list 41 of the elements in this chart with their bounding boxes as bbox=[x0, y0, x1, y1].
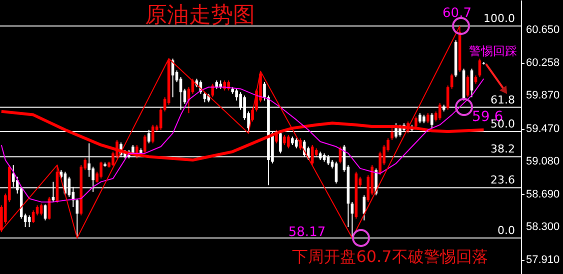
candlestick bbox=[418, 112, 422, 124]
candlestick bbox=[283, 134, 286, 146]
annotation: 0.0 bbox=[498, 224, 515, 237]
candlestick bbox=[144, 134, 146, 154]
candlestick bbox=[223, 80, 226, 91]
candlestick bbox=[279, 131, 282, 154]
y-tick-label: 58.300 bbox=[526, 221, 560, 234]
candlestick bbox=[100, 161, 102, 179]
candlestick bbox=[287, 134, 290, 149]
y-tick-label: 60.258 bbox=[526, 57, 560, 70]
annotation: 58.17 bbox=[288, 224, 326, 240]
candlestick bbox=[426, 112, 430, 124]
y-tick-label: 60.650 bbox=[526, 24, 560, 36]
annotation: 下周开盘60.7不破警惕回落 bbox=[292, 247, 488, 266]
annotation: 23.6 bbox=[490, 174, 515, 187]
candlestick bbox=[151, 124, 154, 144]
candlestick bbox=[430, 112, 434, 129]
y-tick-label: 59.870 bbox=[526, 90, 560, 102]
y-tick-label: 59.080 bbox=[526, 156, 560, 168]
annotation: 50.0 bbox=[490, 118, 515, 131]
annotation: 警惕回踩 bbox=[469, 44, 517, 58]
chart-title: 原油走势图 bbox=[145, 3, 255, 28]
candlestick bbox=[362, 194, 366, 221]
candlestick bbox=[310, 144, 314, 166]
y-tick-label: 57.910 bbox=[526, 254, 560, 266]
candlestick bbox=[466, 74, 470, 98]
annotation: 100.0 bbox=[484, 12, 515, 25]
candlestick bbox=[390, 128, 394, 140]
candlestick bbox=[438, 102, 442, 120]
candlestick bbox=[334, 161, 338, 184]
y-tick-label: 59.470 bbox=[526, 123, 560, 136]
candlestick bbox=[446, 84, 450, 110]
candlestick bbox=[294, 138, 298, 149]
y-tick-label: 58.690 bbox=[526, 188, 560, 200]
annotation: 38.2 bbox=[490, 142, 515, 156]
annotation: 60.7 bbox=[442, 6, 472, 21]
candlestick bbox=[76, 198, 79, 238]
candlestick bbox=[263, 82, 266, 102]
annotation: 61.8 bbox=[490, 93, 515, 106]
candlestick bbox=[227, 80, 230, 91]
candlestick bbox=[414, 116, 418, 129]
